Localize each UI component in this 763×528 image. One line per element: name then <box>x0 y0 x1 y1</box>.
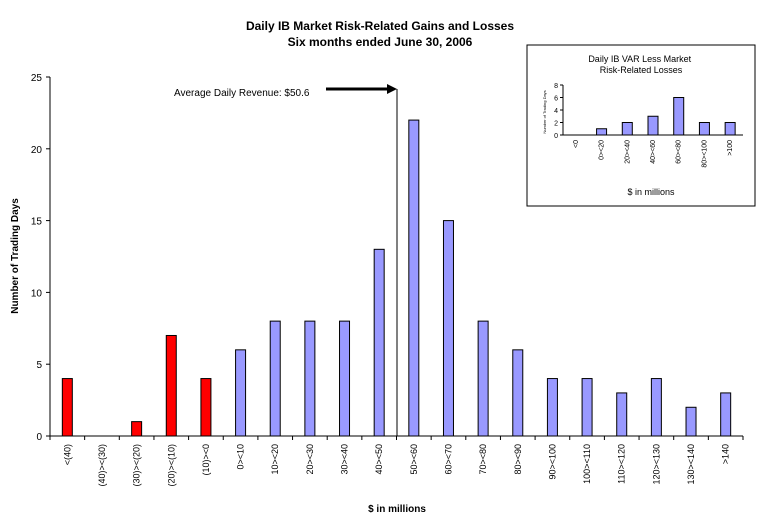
inset-bar <box>724 122 736 136</box>
main-y-tick-label: 20 <box>31 145 43 156</box>
main-x-tick-label: >140 <box>721 444 731 464</box>
main-bar <box>408 119 420 437</box>
main-x-tick-label: <(40) <box>62 444 72 465</box>
main-bar <box>650 378 662 437</box>
main-y-tick-label: 0 <box>36 432 42 443</box>
main-x-tick-label: 40><50 <box>374 444 384 475</box>
inset-y-axis-label: Number of Trading Days <box>542 90 547 133</box>
inset-x-tick-label: 80><100 <box>701 140 708 168</box>
inset-x-tick-label: 40><60 <box>650 140 657 164</box>
main-x-axis-label: $ in millions <box>368 504 426 515</box>
inset-chart: Daily IB VAR Less Market Risk-Related Lo… <box>526 44 756 207</box>
main-x-tick-label: 50><60 <box>409 444 419 475</box>
main-x-tick-label: (20)><(10) <box>166 444 176 487</box>
main-x-tick-label: 70><80 <box>478 444 488 475</box>
inset-bars <box>596 97 736 136</box>
main-bar <box>131 421 143 437</box>
main-x-tick-label: 120><130 <box>651 444 661 485</box>
inset-bar <box>647 115 659 136</box>
main-x-tick-label: 20><30 <box>305 444 315 475</box>
main-bar <box>685 406 697 437</box>
average-revenue-label: Average Daily Revenue: $50.6 <box>174 88 310 99</box>
inset-bar <box>621 122 633 136</box>
inset-x-tick-label: <0 <box>573 140 580 148</box>
main-y-tick-label: 25 <box>31 73 43 84</box>
average-revenue-annotation: Average Daily Revenue: $50.6 <box>174 84 398 436</box>
inset-x-axis-label: $ in millions <box>627 187 675 197</box>
main-x-tick-label: 0><10 <box>236 444 246 470</box>
main-x-tick-label: 60><70 <box>443 444 453 475</box>
inset-bar <box>698 122 710 136</box>
inset-x-tick-label: 0><20 <box>599 140 606 160</box>
inset-frame <box>526 44 756 207</box>
main-x-tick-label: 100><110 <box>582 444 592 484</box>
inset-y-tick-label: 0 <box>554 133 558 140</box>
inset-bar <box>673 97 685 136</box>
main-bar <box>61 378 73 437</box>
main-bars <box>61 119 732 437</box>
inset-x-ticks: <0 0><20 20><40 40><60 60><80 80><100 >100 <box>573 140 734 168</box>
main-bar <box>235 349 247 437</box>
main-bar <box>581 378 593 437</box>
inset-y-tick-label: 2 <box>554 121 558 128</box>
main-x-tick-label: 80><90 <box>513 444 523 475</box>
main-x-tick-label: 90><100 <box>547 444 557 480</box>
main-bar <box>546 378 558 437</box>
main-bar <box>512 349 524 437</box>
main-y-tick-label: 15 <box>31 217 43 228</box>
main-x-tick-label: (40)><(30) <box>97 444 107 487</box>
inset-y-tick-label: 6 <box>554 96 558 103</box>
main-x-tick-label: (30)><(20) <box>132 444 142 487</box>
average-revenue-arrowhead <box>387 84 397 94</box>
inset-y-tick-label: 4 <box>554 108 558 115</box>
inset-chart-title: Daily IB VAR Less Market Risk-Related Lo… <box>588 54 693 75</box>
chart-subtitle: Six months ended June 30, 2006 <box>288 35 473 49</box>
inset-x-tick-label: 20><40 <box>624 140 631 164</box>
main-x-tick-label: 130><140 <box>686 444 696 485</box>
inset-y-tick-label: 8 <box>554 83 558 90</box>
main-x-tick-label: 30><40 <box>340 444 350 475</box>
main-bar <box>339 320 351 437</box>
main-bar <box>442 220 454 437</box>
chart-title: Daily IB Market Risk-Related Gains and L… <box>246 19 514 33</box>
inset-x-tick-label: >100 <box>727 140 734 156</box>
main-x-tick-label: 110><120 <box>617 444 627 484</box>
main-x-ticks: <(40) (40)><(30) (30)><(20) (20)><(10) (10)>… <box>49 436 744 487</box>
main-x-tick-label: 10><20 <box>270 444 280 475</box>
main-bar <box>200 378 212 437</box>
main-y-axis-label: Number of Trading Days <box>10 198 21 314</box>
main-bar <box>269 320 281 437</box>
main-y-ticks: 0 5 10 15 20 25 <box>31 73 50 443</box>
inset-x-tick-label: 60><80 <box>676 140 683 164</box>
main-bar <box>720 392 732 437</box>
main-bar <box>616 392 628 437</box>
main-bar <box>373 248 385 437</box>
main-y-tick-label: 5 <box>36 360 42 371</box>
main-bar <box>304 320 316 437</box>
main-bar <box>477 320 489 437</box>
main-y-tick-label: 10 <box>31 288 43 299</box>
inset-bar <box>596 128 608 136</box>
main-x-tick-label: (10)><0 <box>201 444 211 476</box>
inset-y-ticks: 0 2 4 6 8 <box>554 83 563 140</box>
main-bar <box>165 334 177 437</box>
